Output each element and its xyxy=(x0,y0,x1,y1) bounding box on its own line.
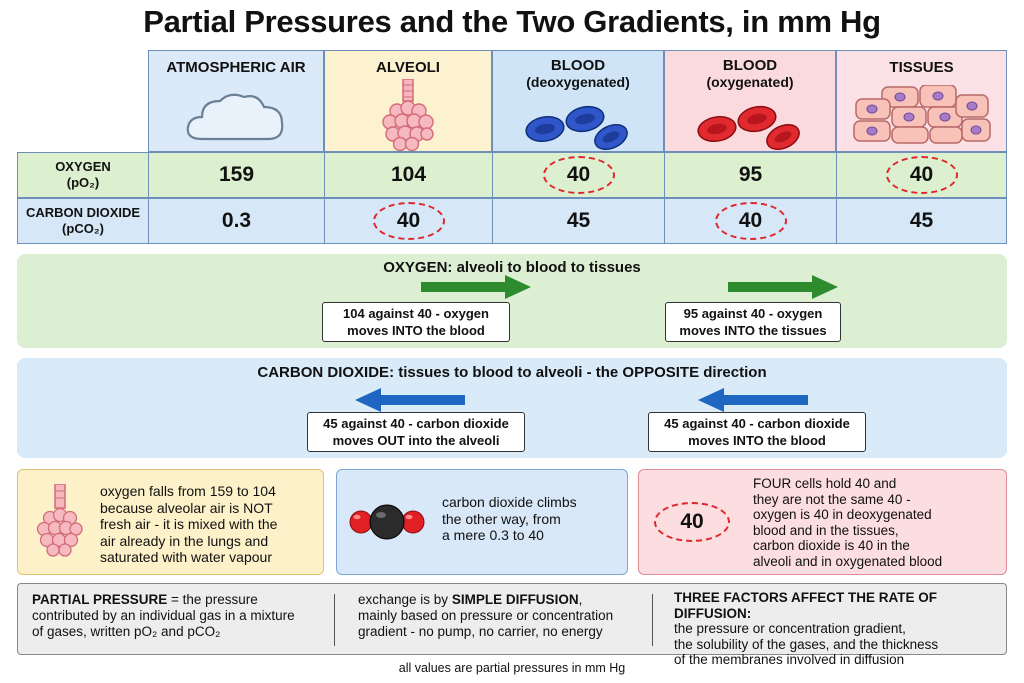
red-blood-cells-blue-icon xyxy=(525,105,628,151)
page-title: Partial Pressures and the Two Gradients,… xyxy=(143,4,881,39)
co2-value-tissues: 45 xyxy=(909,209,934,232)
note-four-cells-40: 40 FOUR cells hold 40 and they are not t… xyxy=(638,469,1007,575)
oxygen-row: OXYGEN (pO₂) 159 104 40 95 40 xyxy=(17,152,1007,198)
column-title: BLOOD xyxy=(722,57,778,74)
box-line: 104 against 40 - oxygen xyxy=(343,306,489,321)
oxygen-value-blood-deoxygenated: 40 xyxy=(542,156,615,194)
definition-partial-pressure: PARTIAL PRESSURE = the pressure contribu… xyxy=(32,592,295,640)
definition-text: the pressure or concentration gradient, xyxy=(674,621,906,636)
definition-simple-diffusion: exchange is by SIMPLE DIFFUSION, mainly … xyxy=(358,592,613,640)
definition-text: of gases, written pO₂ and pCO₂ xyxy=(32,624,221,639)
note-line: blood and in the tissues, xyxy=(753,522,899,538)
note-line: alveoli and in oxygenated blood xyxy=(753,553,943,569)
box-line: 95 against 40 - oxygen xyxy=(683,306,823,321)
co2-value-blood-deoxygenated: 45 xyxy=(493,199,665,243)
note-line: they are not the same 40 - xyxy=(753,491,911,507)
oxygen-value-atmospheric-air: 159 xyxy=(149,153,325,197)
column-subtitle: (oxygenated) xyxy=(706,74,794,90)
column-header-tissues: TISSUES xyxy=(836,50,1007,152)
arrow-left-icon xyxy=(698,388,808,412)
column-header-blood-deoxygenated: BLOOD (deoxygenated) xyxy=(492,50,664,152)
note-co2-climbs: carbon dioxide climbs the other way, fro… xyxy=(336,469,628,575)
box-line: moves OUT into the alveoli xyxy=(332,433,500,448)
note-oxygen-falls: oxygen falls from 159 to 104 because alv… xyxy=(17,469,324,575)
row-sublabel: (pO₂) xyxy=(66,175,100,190)
definition-text: gradient - no pump, no carrier, no energ… xyxy=(358,624,603,639)
note-line: the other way, from xyxy=(442,510,561,527)
oxygen-gradient-box-blood: 104 against 40 - oxygen moves INTO the b… xyxy=(322,302,510,342)
oxygen-value-alveoli: 104 xyxy=(325,153,493,197)
co2-gradient-box-alveoli: 45 against 40 - carbon dioxide moves OUT… xyxy=(307,412,525,452)
row-sublabel: (pCO₂) xyxy=(62,221,104,236)
definition-diffusion-factors: THREE FACTORS AFFECT THE RATE OF DIFFUSI… xyxy=(674,590,1006,668)
row-label: CARBON DIOXIDE xyxy=(25,205,141,220)
column-title: ALVEOLI xyxy=(376,59,440,76)
note-line: saturated with water vapour xyxy=(100,549,272,565)
note-line: oxygen is 40 in deoxygenated xyxy=(753,507,932,522)
definition-text: of the membranes involved in diffusion xyxy=(674,652,905,667)
note-line: FOUR cells hold 40 and xyxy=(753,476,897,491)
box-line: 45 against 40 - carbon dioxide xyxy=(664,416,850,431)
divider xyxy=(652,594,653,646)
definition-term: SIMPLE DIFFUSION xyxy=(451,592,579,607)
co2-value-alveoli: 40 xyxy=(372,202,445,240)
cloud-icon xyxy=(186,93,284,141)
note-line: carbon dioxide climbs xyxy=(442,494,577,510)
row-label: OXYGEN xyxy=(55,159,111,174)
column-header-blood-oxygenated: BLOOD (oxygenated) xyxy=(664,50,836,152)
definition-text: , xyxy=(578,592,583,607)
box-line: moves INTO the blood xyxy=(688,433,826,448)
definition-text: the solubility of the gases, and the thi… xyxy=(674,636,939,652)
definition-text: = the pressure xyxy=(167,592,258,607)
column-title: BLOOD xyxy=(550,57,606,74)
alveoli-icon xyxy=(382,79,434,151)
alveoli-icon xyxy=(36,484,83,557)
definition-text: contributed by an individual gas in a mi… xyxy=(32,608,295,623)
column-title: ATMOSPHERIC AIR xyxy=(166,59,306,76)
definition-text: exchange is by xyxy=(358,592,452,607)
oxygen-value-tissues: 40 xyxy=(885,156,958,194)
note-line: carbon dioxide is 40 in the xyxy=(753,538,910,553)
carbon-dioxide-row: CARBON DIOXIDE (pCO₂) 0.3 40 45 40 45 xyxy=(17,198,1007,244)
co2-value-atmospheric-air: 0.3 xyxy=(149,199,325,243)
co2-gradient-box-blood: 45 against 40 - carbon dioxide moves INT… xyxy=(648,412,866,452)
co2-gradient-band: CARBON DIOXIDE: tissues to blood to alve… xyxy=(17,358,1007,458)
box-line: moves INTO the tissues xyxy=(679,323,827,338)
note-line: air already in the lungs and xyxy=(100,532,269,549)
column-header-atmospheric-air: ATMOSPHERIC AIR xyxy=(148,50,324,152)
co2-value-blood-oxygenated: 40 xyxy=(714,202,787,240)
highlight-badge-40: 40 xyxy=(654,502,730,542)
tissue-cells-icon xyxy=(852,85,991,144)
column-title: TISSUES xyxy=(889,59,954,76)
oxygen-value-blood-oxygenated: 95 xyxy=(665,153,837,197)
arrow-right-icon xyxy=(421,275,531,299)
note-line: a mere 0.3 to 40 xyxy=(442,527,544,543)
footnote: all values are partial pressures in mm H… xyxy=(398,661,626,675)
divider xyxy=(334,594,335,646)
box-line: moves INTO the blood xyxy=(347,323,485,338)
co2-molecule-icon xyxy=(349,504,425,540)
column-subtitle: (deoxygenated) xyxy=(526,74,630,90)
oxygen-band-title: OXYGEN: alveoli to blood to tissues xyxy=(383,259,641,276)
note-line: fresh air - it is mixed with the xyxy=(100,516,278,532)
co2-band-title: CARBON DIOXIDE: tissues to blood to alve… xyxy=(257,364,767,381)
definitions-footer: PARTIAL PRESSURE = the pressure contribu… xyxy=(17,583,1007,667)
oxygen-gradient-band: OXYGEN: alveoli to blood to tissues 104 … xyxy=(17,254,1007,348)
oxygen-gradient-box-tissues: 95 against 40 - oxygen moves INTO the ti… xyxy=(665,302,841,342)
definition-text: mainly based on pressure or concentratio… xyxy=(358,608,614,623)
definition-term: PARTIAL PRESSURE xyxy=(32,592,168,607)
box-line: 45 against 40 - carbon dioxide xyxy=(323,416,509,431)
note-line: oxygen falls from 159 to 104 xyxy=(100,483,276,499)
column-header-alveoli: ALVEOLI xyxy=(324,50,492,152)
definition-term: THREE FACTORS AFFECT THE RATE OF DIFFUSI… xyxy=(674,590,937,621)
arrow-left-icon xyxy=(355,388,465,412)
red-blood-cells-red-icon xyxy=(697,105,800,151)
arrow-right-icon xyxy=(728,275,838,299)
note-line: because alveolar air is NOT xyxy=(100,499,273,516)
